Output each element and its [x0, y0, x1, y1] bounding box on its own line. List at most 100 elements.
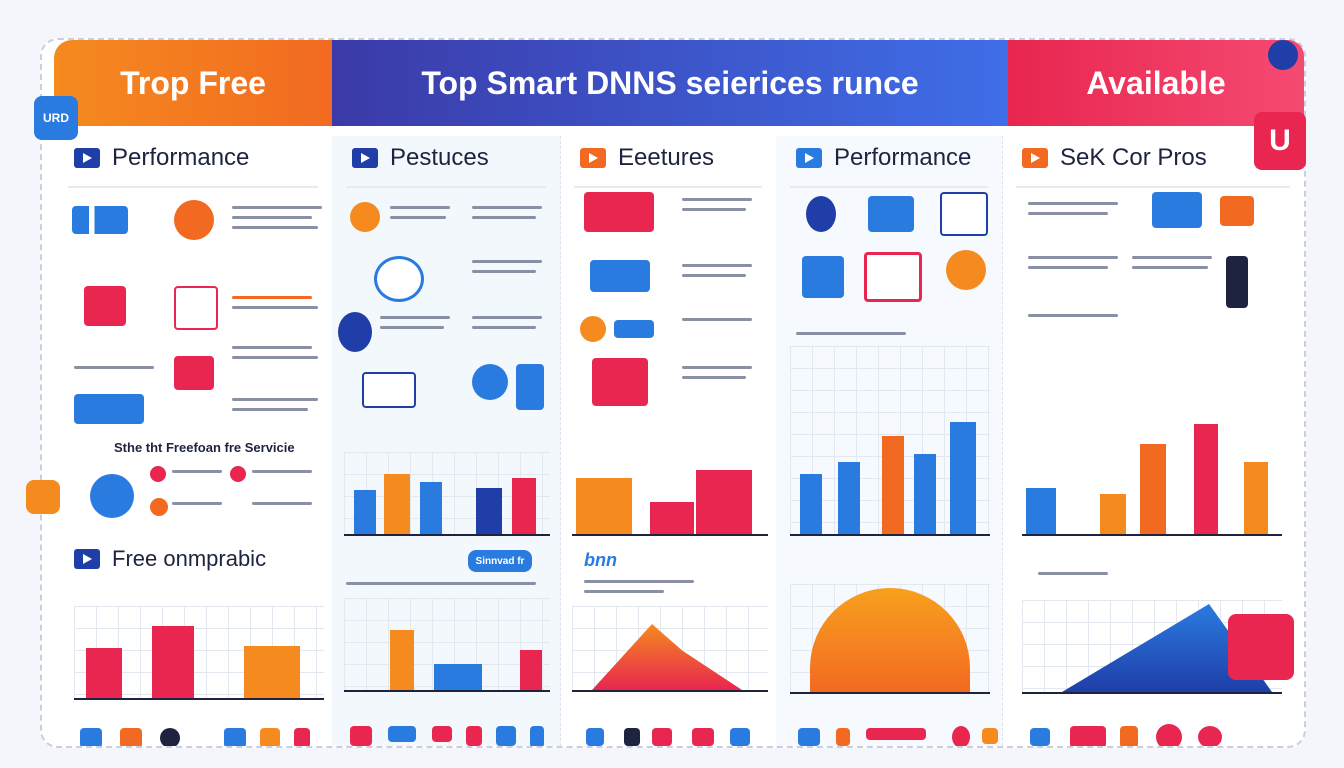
box-icon	[692, 728, 714, 746]
text-line	[172, 470, 222, 473]
search-icon	[374, 256, 424, 302]
banner-left: Trop Free	[54, 40, 332, 126]
chart-bar	[1026, 488, 1056, 534]
pin-icon	[952, 726, 970, 746]
column-performance-2: Performance	[776, 136, 1003, 746]
list-icon	[614, 320, 654, 338]
screen-icon	[362, 372, 416, 408]
text-line	[74, 366, 154, 369]
dot-icon	[230, 466, 246, 482]
text-line	[682, 318, 752, 321]
text-line	[232, 356, 318, 359]
feature-icon	[580, 148, 606, 168]
divider	[68, 186, 318, 188]
area-chart	[572, 606, 768, 692]
signal-icon	[586, 728, 604, 746]
bar-chart-icon	[72, 206, 128, 234]
text-line	[1132, 256, 1212, 259]
lock-icon	[1030, 728, 1050, 746]
column-2-title: Pestuces	[390, 144, 489, 171]
text-line	[472, 270, 536, 273]
key-icon	[806, 196, 836, 232]
chart-bar	[434, 664, 482, 690]
toggle-icon	[590, 260, 650, 292]
chart-bar	[576, 478, 632, 534]
play-icon	[74, 549, 100, 569]
globe-icon	[472, 364, 508, 400]
chart-bar	[1100, 494, 1126, 534]
target-icon	[1198, 726, 1222, 746]
text-line	[682, 366, 752, 369]
folder-icon	[84, 286, 126, 326]
chart-bar	[152, 626, 194, 698]
flag-icon	[432, 726, 452, 742]
mail-icon	[174, 356, 214, 390]
text-line	[1028, 314, 1118, 317]
user-icon	[350, 726, 372, 746]
text-line	[682, 376, 746, 379]
area-shape	[592, 624, 742, 690]
graph-icon	[864, 252, 922, 302]
router-icon	[802, 256, 844, 298]
chart-bar	[244, 646, 300, 698]
column-1-title: Performance	[112, 144, 250, 171]
heart-icon	[80, 728, 102, 746]
text-line	[390, 206, 450, 209]
chart-bar	[882, 436, 904, 534]
shield-icon	[1120, 726, 1138, 746]
chart-bar	[696, 470, 752, 534]
text-line	[472, 216, 536, 219]
text-line	[472, 326, 536, 329]
divider	[346, 186, 546, 188]
play-icon	[74, 148, 100, 168]
text-line	[472, 260, 542, 263]
coin-icon	[350, 202, 380, 232]
text-line	[584, 580, 694, 583]
chart-bar	[384, 474, 410, 534]
text-line	[682, 264, 752, 267]
text-line	[682, 198, 752, 201]
gear-icon	[150, 498, 168, 516]
banner-right: Available	[1008, 40, 1304, 126]
text-line	[252, 502, 312, 505]
home-icon	[26, 480, 60, 514]
window-icon	[940, 192, 988, 236]
column-performance: Performance Sthe tht Freefoan fre Servic…	[54, 136, 333, 746]
text-line	[232, 216, 312, 219]
dot-icon	[150, 466, 166, 482]
dot-icon	[160, 728, 180, 746]
chart-bar	[838, 462, 860, 534]
text-line	[232, 306, 318, 309]
line-chart	[790, 346, 990, 536]
dashboard-icon	[868, 196, 914, 232]
tag-badge: Sinnvad fr	[468, 550, 532, 572]
column-5-title: SeK Cor Pros	[1060, 144, 1207, 171]
network-icon	[90, 474, 134, 518]
person-illustration	[390, 630, 414, 690]
column-4-title: Performance	[834, 144, 972, 171]
text-line	[1028, 256, 1118, 259]
city-chart	[1022, 372, 1282, 536]
text-line	[346, 582, 536, 585]
arrow-up-icon	[624, 728, 640, 746]
column-3-header: Eeetures	[580, 144, 714, 172]
sync-icon	[1220, 196, 1254, 226]
text-line	[1028, 202, 1118, 205]
text-line	[1038, 572, 1108, 575]
text-line	[472, 206, 542, 209]
column-features: Pestuces Sinnvad fr	[332, 136, 561, 746]
text-line	[1028, 266, 1108, 269]
card-icon	[224, 728, 246, 746]
divider	[574, 186, 762, 188]
chart-bar	[914, 454, 936, 534]
text-line	[796, 332, 906, 335]
bar-chart	[74, 606, 324, 700]
divider	[790, 186, 988, 188]
text-line	[232, 296, 312, 299]
chart-bar	[1194, 424, 1218, 534]
text-line	[1028, 212, 1108, 215]
text-line	[472, 316, 542, 319]
infographic-frame: Trop Free Top Smart DNNS seierices runce…	[40, 38, 1306, 748]
text-line	[390, 216, 446, 219]
user-icon	[798, 728, 820, 746]
